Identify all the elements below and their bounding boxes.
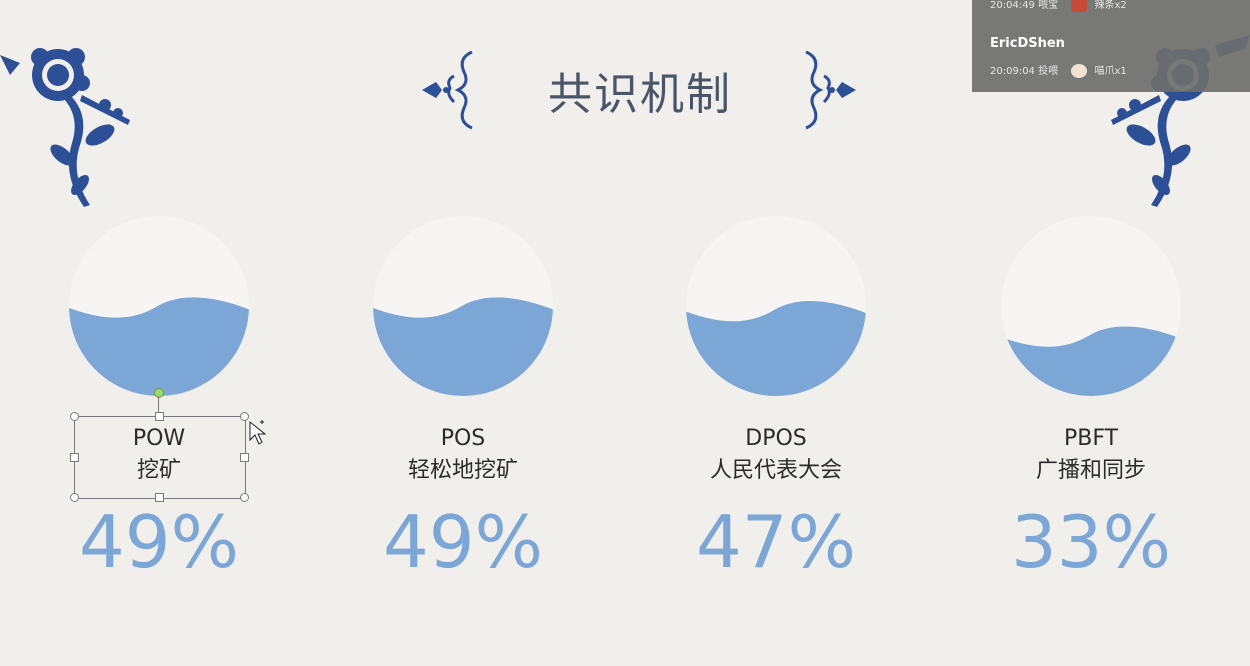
- card-name: PBFT: [1063, 426, 1119, 451]
- resize-handle-se[interactable]: [240, 493, 249, 502]
- gauge-wave-fill: [373, 297, 553, 396]
- card-percent: 49%: [78, 500, 240, 584]
- chat-action: 投喂: [1038, 66, 1059, 77]
- card-name: DPOS: [745, 426, 807, 451]
- flower-branch-icon: [0, 48, 130, 207]
- card-subtitle: 广播和同步: [1035, 458, 1146, 483]
- wave-gauge: [686, 216, 866, 396]
- chat-action: 喂宝: [1038, 0, 1059, 11]
- card-percent: 33%: [1010, 500, 1172, 584]
- slide-title: 共识机制: [548, 69, 732, 120]
- chat-time: 20:04:49: [990, 0, 1035, 11]
- wave-gauge: [373, 216, 553, 396]
- wave-gauge: [1001, 216, 1181, 396]
- chat-gift: 辣条x2: [1094, 0, 1127, 11]
- chat-overlay: 20:04:49 喂宝 辣条x2 EricDShen 20:09:04 投喂 喵…: [972, 0, 1250, 92]
- consensus-card-dpos: DPOS 人民代表大会 47%: [656, 215, 896, 582]
- chat-message: 20:09:04 投喂 喵爪x1: [990, 62, 1127, 78]
- chat-gift: 喵爪x1: [1094, 66, 1127, 77]
- chat-message: 20:04:49 喂宝 辣条x2: [990, 0, 1127, 12]
- chat-time: 20:09:04: [990, 66, 1035, 77]
- resize-handle-ne[interactable]: [240, 412, 249, 421]
- consensus-card-pbft: PBFT 广播和同步 33%: [971, 215, 1211, 582]
- move-cursor-icon: [249, 420, 267, 445]
- consensus-card-pow: POW 挖矿 49%: [39, 215, 279, 582]
- card-percent: 49%: [382, 500, 544, 584]
- card-name[interactable]: POW: [132, 426, 186, 451]
- rotate-connector: [158, 396, 159, 416]
- gift-icon: [1071, 64, 1088, 78]
- consensus-card-pos: POS 轻松地挖矿 49%: [343, 215, 583, 582]
- wave-gauge: [69, 216, 249, 396]
- card-name: POS: [440, 426, 486, 451]
- scroll-ornament-icon: [805, 50, 856, 130]
- resize-handle-n[interactable]: [155, 412, 164, 421]
- resize-handle-nw[interactable]: [70, 412, 79, 421]
- card-percent: 47%: [695, 500, 857, 584]
- rotate-handle[interactable]: [154, 388, 164, 398]
- resize-handle-s[interactable]: [155, 493, 164, 502]
- chat-username: EricDShen: [990, 36, 1065, 51]
- gauge-wave-fill: [69, 297, 249, 396]
- card-subtitle: 轻松地挖矿: [407, 458, 518, 483]
- resize-handle-sw[interactable]: [70, 493, 79, 502]
- selection-box[interactable]: [70, 412, 249, 502]
- scroll-ornament-icon: [422, 50, 473, 130]
- resize-handle-e[interactable]: [240, 453, 249, 462]
- card-subtitle[interactable]: 挖矿: [136, 458, 181, 483]
- resize-handle-w[interactable]: [70, 453, 79, 462]
- card-subtitle: 人民代表大会: [709, 458, 842, 483]
- gift-icon: [1071, 0, 1088, 12]
